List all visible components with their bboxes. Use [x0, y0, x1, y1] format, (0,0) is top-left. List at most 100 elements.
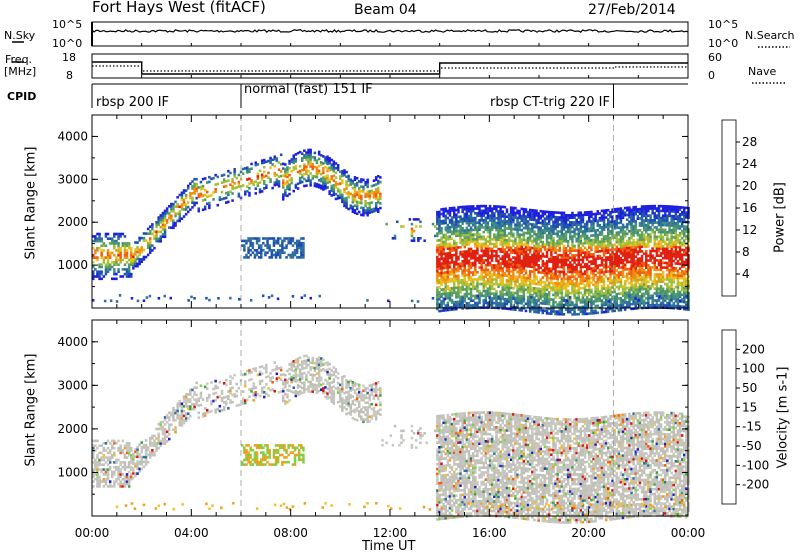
- power-cell: [191, 187, 194, 190]
- power-cell: [543, 290, 547, 294]
- power-cell: [516, 242, 519, 246]
- power-cell: [554, 241, 557, 245]
- power-cell: [516, 289, 519, 293]
- power-cell: [558, 305, 561, 309]
- power-cell: [607, 223, 610, 226]
- power-cell: [602, 228, 606, 231]
- power-cell: [569, 214, 572, 217]
- power-cell: [482, 259, 485, 262]
- power-cell: [668, 205, 671, 208]
- power-cell: [328, 166, 331, 170]
- power-cell: [446, 226, 450, 229]
- power-cell: [463, 259, 466, 263]
- power-cell: [672, 290, 675, 293]
- power-cell: [512, 209, 515, 212]
- power-cell: [178, 193, 181, 197]
- power-cell: [634, 243, 637, 247]
- power-cell: [668, 231, 671, 234]
- power-cell: [531, 279, 534, 283]
- power-cell: [518, 254, 521, 258]
- power-cell: [520, 299, 523, 303]
- power-cell: [632, 283, 635, 287]
- power-cell: [448, 225, 452, 229]
- power-cell: [670, 264, 673, 267]
- power-cell: [469, 254, 473, 258]
- power-cell: [127, 270, 131, 273]
- power-cell: [609, 248, 612, 252]
- power-cell: [566, 244, 570, 248]
- power-cell: [436, 291, 439, 294]
- power-cell: [632, 300, 635, 303]
- power-cell: [621, 233, 625, 236]
- power-cell: [332, 186, 336, 189]
- power-cell: [438, 267, 441, 270]
- power-cell: [505, 302, 509, 306]
- power-cell: [486, 289, 490, 293]
- power-cell: [630, 234, 633, 238]
- power-cell: [180, 198, 184, 202]
- power-cell: [282, 193, 285, 196]
- power-cell: [467, 247, 471, 251]
- power-cell: [104, 263, 108, 266]
- power-cell: [678, 234, 682, 237]
- power-cell: [385, 222, 388, 226]
- power-cell: [469, 278, 473, 281]
- power-cell: [583, 213, 587, 217]
- power-cell: [541, 214, 545, 218]
- power-cell: [653, 240, 656, 243]
- power-cell: [104, 268, 108, 271]
- power-cell: [531, 211, 534, 214]
- power-cell: [556, 258, 559, 262]
- power-cell: [440, 262, 443, 265]
- power-cell: [655, 287, 659, 290]
- power-cell: [309, 160, 312, 164]
- power-cell: [615, 217, 618, 220]
- power-cell: [657, 207, 661, 210]
- power-cell: [172, 219, 175, 222]
- power-cell: [117, 263, 120, 266]
- power-cell: [683, 244, 686, 247]
- power-cell: [505, 274, 509, 277]
- power-cell: [282, 181, 285, 185]
- power-cell: [463, 229, 466, 232]
- power-cell: [558, 301, 561, 304]
- power-cell: [676, 293, 680, 296]
- power-cell: [524, 302, 528, 306]
- power-cell: [543, 262, 547, 265]
- power-cell: [628, 222, 631, 226]
- power-cell: [419, 220, 422, 224]
- power-cell: [446, 294, 450, 298]
- power-cell: [436, 269, 439, 273]
- power-cell: [640, 205, 644, 208]
- power-cell: [634, 274, 637, 277]
- power-cell: [579, 265, 583, 269]
- power-cell: [309, 148, 312, 152]
- power-cell: [664, 240, 667, 243]
- power-cell: [453, 216, 456, 219]
- power-cell: [672, 273, 675, 277]
- power-cell: [514, 277, 517, 281]
- power-cell: [623, 230, 627, 233]
- power-cell: [271, 158, 274, 162]
- power-cell: [94, 239, 97, 243]
- power-cell: [659, 292, 663, 295]
- power-cell: [657, 223, 661, 227]
- power-cell: [672, 271, 675, 275]
- power-cell: [488, 294, 492, 298]
- power-cell: [461, 283, 464, 287]
- power-cell: [630, 258, 633, 261]
- power-cell: [636, 233, 640, 237]
- power-cell: [672, 250, 675, 253]
- power-cell: [455, 300, 458, 304]
- power-cell: [520, 245, 523, 248]
- power-cell: [558, 230, 561, 233]
- power-cell: [334, 185, 338, 189]
- power-cell: [197, 186, 200, 189]
- power-cell: [683, 211, 686, 214]
- power-cell: [305, 167, 308, 171]
- power-cell: [651, 294, 654, 298]
- power-cell: [604, 261, 608, 264]
- power-cell: [535, 240, 538, 243]
- power-cell: [520, 233, 523, 237]
- power-cell: [444, 278, 447, 281]
